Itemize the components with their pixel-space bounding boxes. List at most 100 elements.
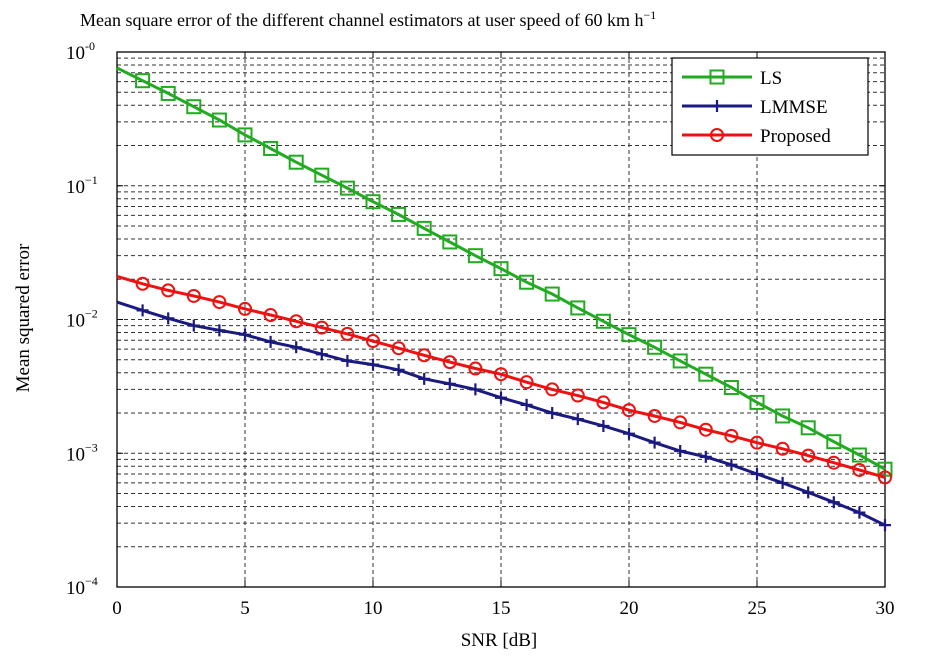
data-point-ls: [467, 248, 483, 264]
data-point-ls: [519, 274, 535, 290]
data-point-ls: [237, 127, 253, 143]
y-tick-label: 10-0: [66, 39, 95, 64]
data-point-ls: [826, 434, 842, 450]
y-tick-label: 10−2: [66, 307, 98, 332]
data-point-lmmse: [367, 358, 379, 371]
data-point-lmmse: [776, 476, 789, 489]
data-point-proposed: [340, 326, 355, 341]
data-point-ls: [493, 261, 509, 277]
data-point-lmmse: [699, 450, 712, 463]
series-lmmse: [116, 300, 891, 532]
data-point-proposed: [698, 422, 713, 437]
data-point-lmmse: [648, 436, 661, 449]
data-point-proposed: [724, 428, 739, 443]
data-point-ls: [288, 154, 304, 170]
series-proposed: [116, 274, 892, 485]
data-point-lmmse: [546, 406, 559, 419]
y-tick-label: 10−4: [66, 574, 98, 599]
data-point-lmmse: [315, 348, 328, 361]
series-line-proposed: [116, 274, 886, 479]
data-point-lmmse: [290, 341, 303, 354]
data-point-proposed: [366, 334, 380, 349]
data-point-lmmse: [725, 458, 738, 471]
data-point-proposed: [826, 455, 841, 470]
data-point-proposed: [391, 341, 406, 356]
data-point-ls: [263, 140, 279, 156]
data-point-proposed: [135, 276, 150, 291]
data-point-ls: [211, 112, 227, 128]
data-point-lmmse: [674, 444, 687, 457]
data-point-lmmse: [520, 398, 533, 411]
chart-title: Mean square error of the different chann…: [80, 8, 656, 30]
x-tick-label: 10: [364, 598, 383, 619]
data-point-lmmse: [495, 391, 507, 404]
data-point-ls: [595, 313, 611, 329]
data-point-lmmse: [597, 419, 610, 432]
data-point-ls: [365, 194, 381, 210]
x-tick-label: 15: [492, 598, 511, 619]
x-tick-label: 25: [748, 598, 767, 619]
data-point-proposed: [161, 283, 176, 298]
data-point-lmmse: [187, 319, 200, 332]
data-point-ls: [647, 339, 663, 355]
data-point-ls: [339, 180, 355, 196]
legend-label-lmmse: LMMSE: [760, 97, 828, 118]
data-point-proposed: [186, 288, 201, 303]
data-point-ls: [186, 99, 202, 115]
chart-title-superscript: −1: [643, 8, 656, 22]
legend-item-ls: LS: [682, 68, 782, 89]
data-point-lmmse: [136, 304, 149, 317]
legend-label-ls: LS: [760, 68, 782, 89]
legend-item-proposed: Proposed: [682, 126, 831, 147]
data-point-proposed: [212, 295, 227, 310]
data-point-ls: [135, 73, 151, 89]
series-line-ls: [116, 66, 886, 471]
data-point-lmmse: [162, 312, 175, 325]
data-point-proposed: [750, 435, 764, 450]
data-point-proposed: [570, 388, 585, 403]
x-tick-label: 20: [620, 598, 639, 619]
data-point-ls: [391, 206, 407, 222]
axis-ticks: 0 5 10 15 20 25 30 10-0 10−1 10−2 10−3 10−4: [66, 39, 895, 619]
data-point-lmmse: [264, 335, 277, 348]
data-point-ls: [314, 167, 330, 183]
data-point-proposed: [238, 301, 252, 316]
data-point-ls: [416, 220, 432, 236]
legend-label-proposed: Proposed: [760, 126, 831, 147]
legend-marker-ls: [709, 69, 725, 85]
y-axis-label: Mean squared error: [13, 243, 34, 392]
data-point-proposed: [289, 314, 304, 329]
data-point-lmmse: [827, 496, 840, 509]
legend-marker-proposed: [710, 128, 724, 142]
data-point-proposed: [801, 448, 816, 463]
legend: LS LMMSE Proposed: [671, 57, 869, 156]
data-point-lmmse: [853, 506, 866, 519]
data-point-ls: [160, 85, 176, 101]
data-point-proposed: [852, 462, 867, 477]
data-point-proposed: [545, 382, 560, 397]
data-point-ls: [570, 300, 586, 316]
data-point-lmmse: [802, 486, 815, 499]
series: [116, 66, 893, 532]
x-tick-label: 5: [240, 598, 250, 619]
data-point-ls: [723, 380, 739, 396]
data-point-lmmse: [341, 354, 354, 367]
data-point-lmmse: [879, 519, 891, 532]
data-point-proposed: [314, 320, 329, 335]
data-point-ls: [698, 366, 714, 382]
y-tick-label: 10−3: [66, 440, 98, 465]
data-point-lmmse: [443, 377, 456, 390]
data-point-lmmse: [213, 324, 226, 337]
data-point-proposed: [596, 395, 611, 410]
legend-marker-lmmse: [711, 100, 723, 112]
x-tick-label: 30: [876, 598, 895, 619]
data-point-ls: [544, 286, 560, 302]
data-point-proposed: [647, 408, 662, 423]
data-point-proposed: [622, 403, 636, 418]
data-point-ls: [442, 234, 458, 250]
x-axis-label: SNR [dB]: [461, 630, 538, 651]
data-point-lmmse: [392, 363, 405, 376]
data-point-ls: [800, 420, 816, 436]
data-point-ls: [775, 408, 791, 424]
